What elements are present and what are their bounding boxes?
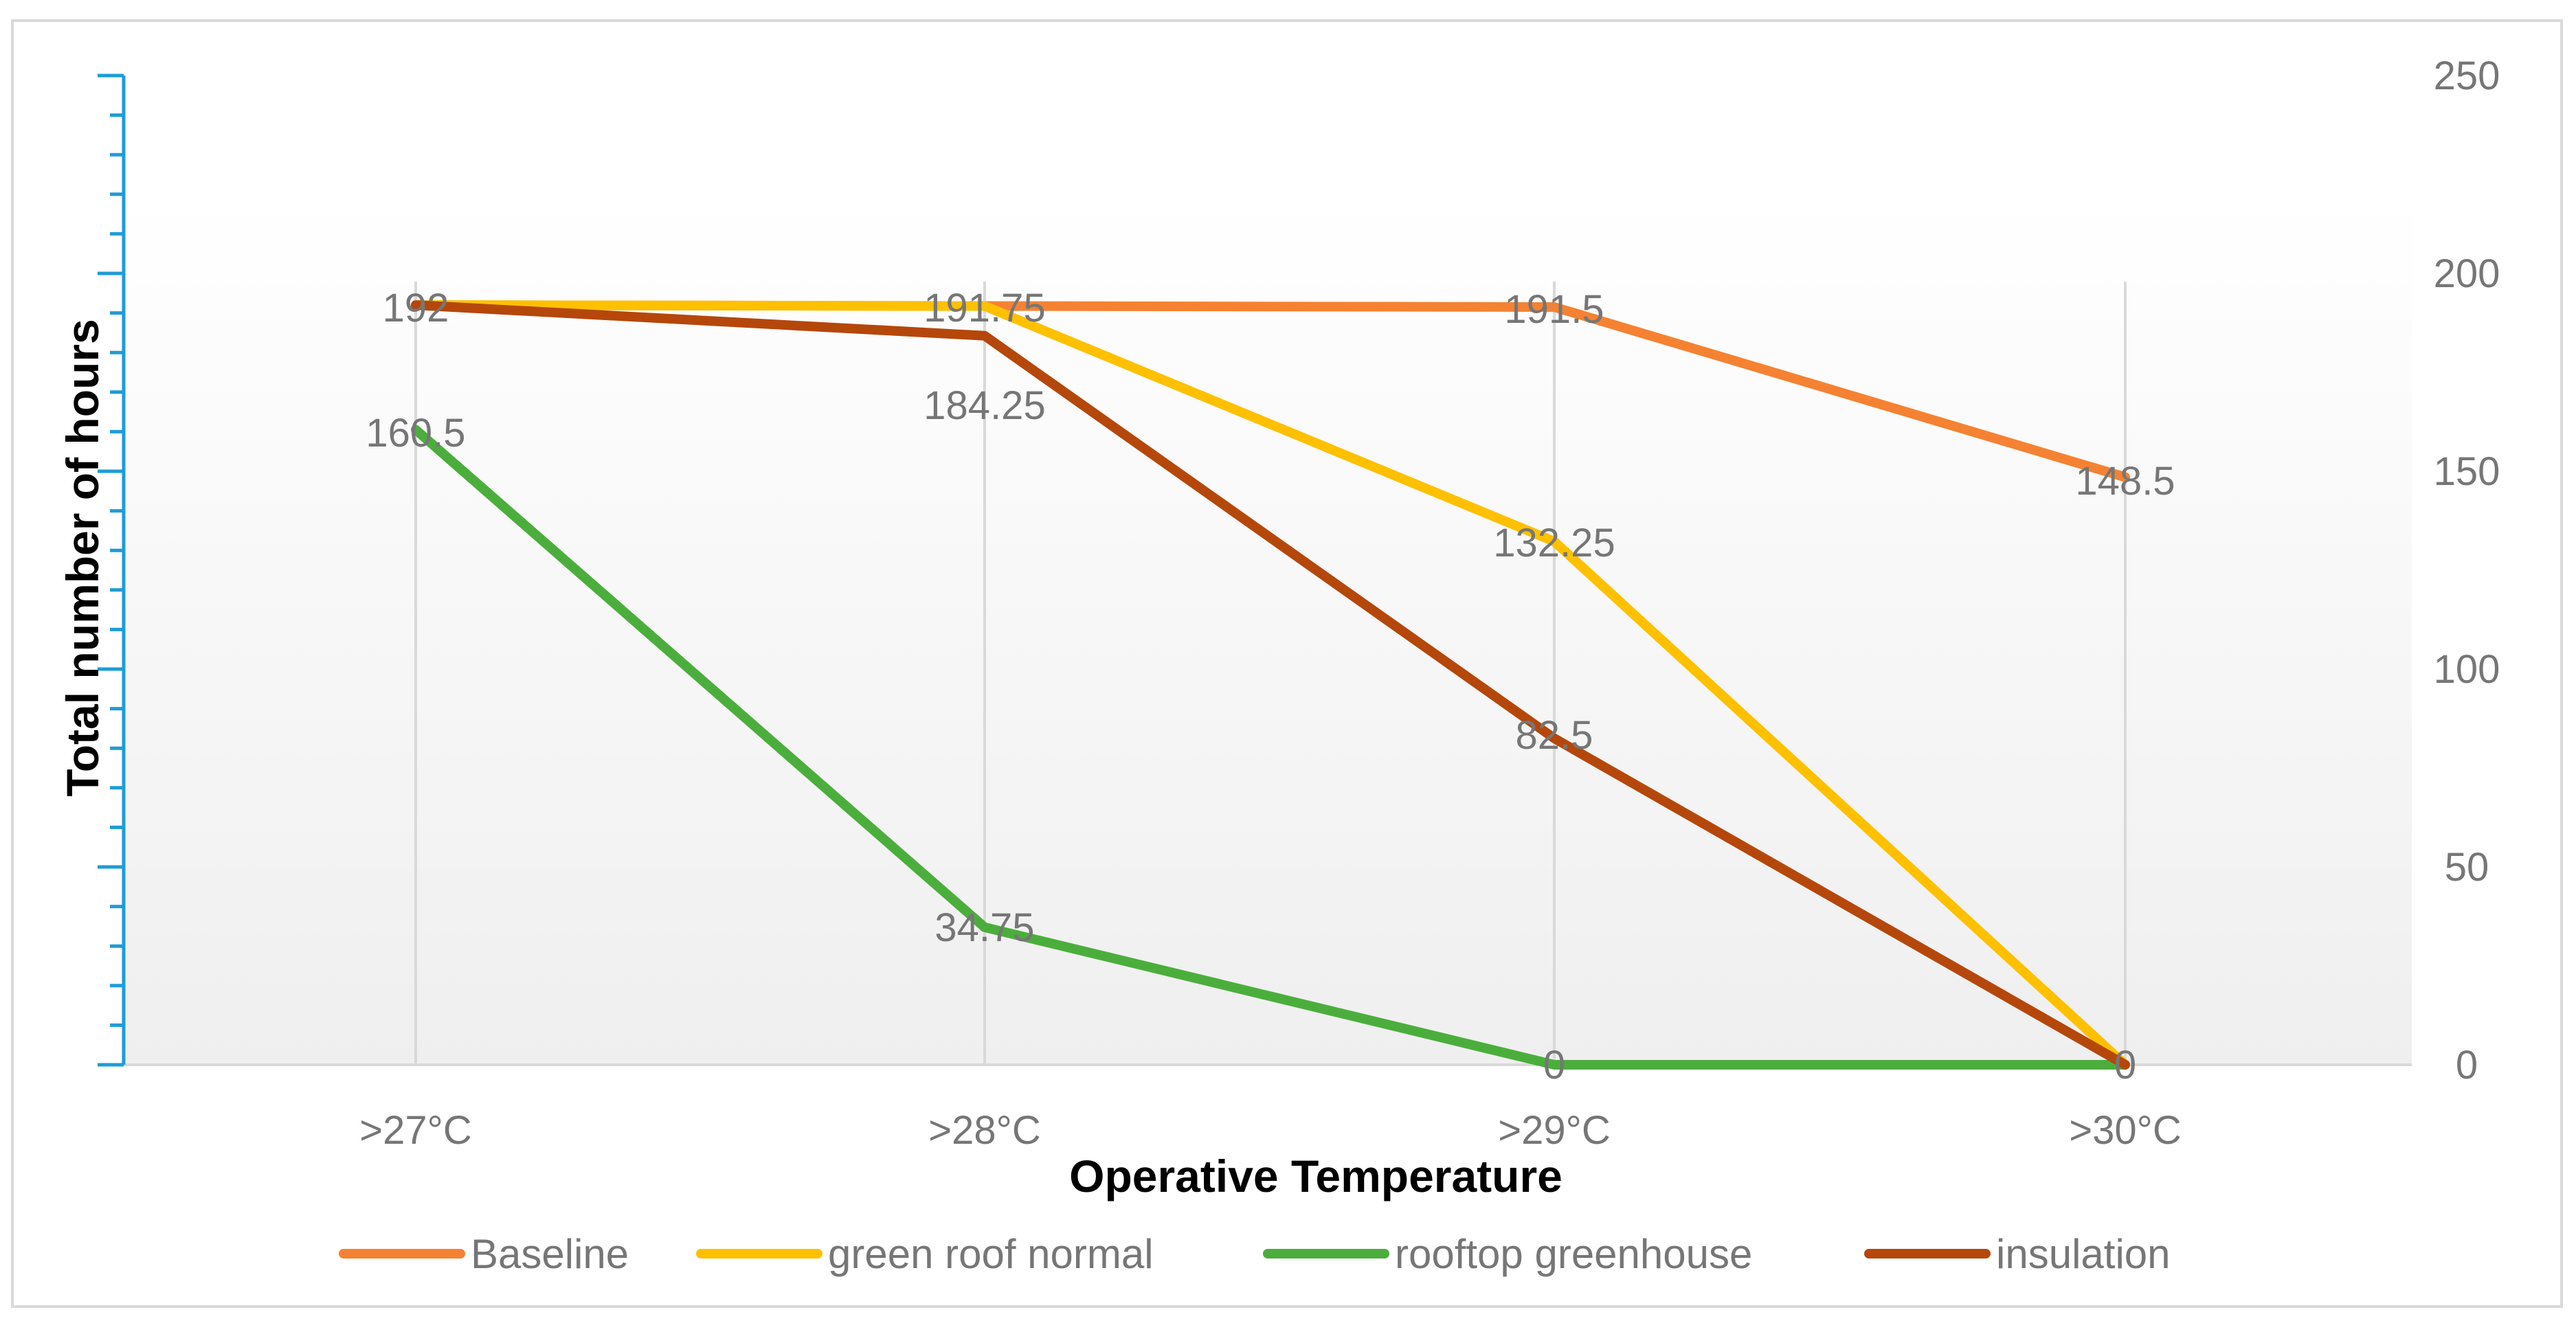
series-lines [411, 300, 2130, 1070]
series-line-rooftop-greenhouse [411, 425, 2130, 1070]
y-tick-label: 0 [2456, 1043, 2478, 1087]
data-label-baseline: 148.5 [2075, 459, 2175, 504]
data-label-green-roof-normal: 191.75 [923, 286, 1045, 330]
y-axis-title: Total number of hours [57, 319, 108, 796]
gridlines [414, 282, 2127, 1065]
y-tick-label: 50 [2445, 845, 2489, 890]
y-tick-label: 250 [2434, 54, 2500, 98]
data-label-baseline: 191.5 [1504, 287, 1604, 332]
series-line-green-roof-normal [411, 300, 2130, 1070]
x-tick-label: >29°C [1498, 1108, 1610, 1153]
data-label-green-roof-normal: 132.25 [1493, 521, 1615, 565]
x-tick-label: >27°C [359, 1108, 471, 1153]
y-tick-label: 150 [2434, 449, 2500, 494]
legend-label-rooftop-greenhouse: rooftop greenhouse [1395, 1231, 1752, 1277]
legend-label-baseline: Baseline [471, 1231, 629, 1277]
y-tick-label: 100 [2434, 647, 2500, 692]
legend-label-insulation: insulation [1996, 1231, 2171, 1277]
data-label-rooftop-greenhouse: 0 [2114, 1043, 2136, 1087]
series-line-insulation [411, 300, 2130, 1070]
plot-background [124, 196, 2412, 1065]
legend-label-green-roof-normal: green roof normal [828, 1231, 1154, 1277]
data-label-rooftop-greenhouse: 34.75 [934, 905, 1034, 950]
legend: Baseline green roof normal rooftop greenho… [339, 1231, 2171, 1277]
data-label-insulation: 184.25 [923, 383, 1045, 428]
x-axis-title: Operative Temperature [1069, 1151, 1563, 1201]
data-labels: 191.5 148.5 191.75 132.25 160.5 34.75 0 0 192 184… [366, 286, 2175, 1087]
y-tick-label: 200 [2434, 251, 2500, 296]
x-tick-label: >30°C [2069, 1108, 2181, 1153]
data-label-rooftop-greenhouse: 0 [1543, 1043, 1565, 1087]
data-label-rooftop-greenhouse: 160.5 [366, 411, 465, 455]
axes: 0 50 100 150 200 250 >27°C >28°C >29°C >30°C [98, 54, 2500, 1153]
x-tick-label: >28°C [928, 1108, 1040, 1153]
data-label-insulation: 82.5 [1516, 713, 1593, 758]
data-label-insulation: 192 [383, 286, 449, 330]
